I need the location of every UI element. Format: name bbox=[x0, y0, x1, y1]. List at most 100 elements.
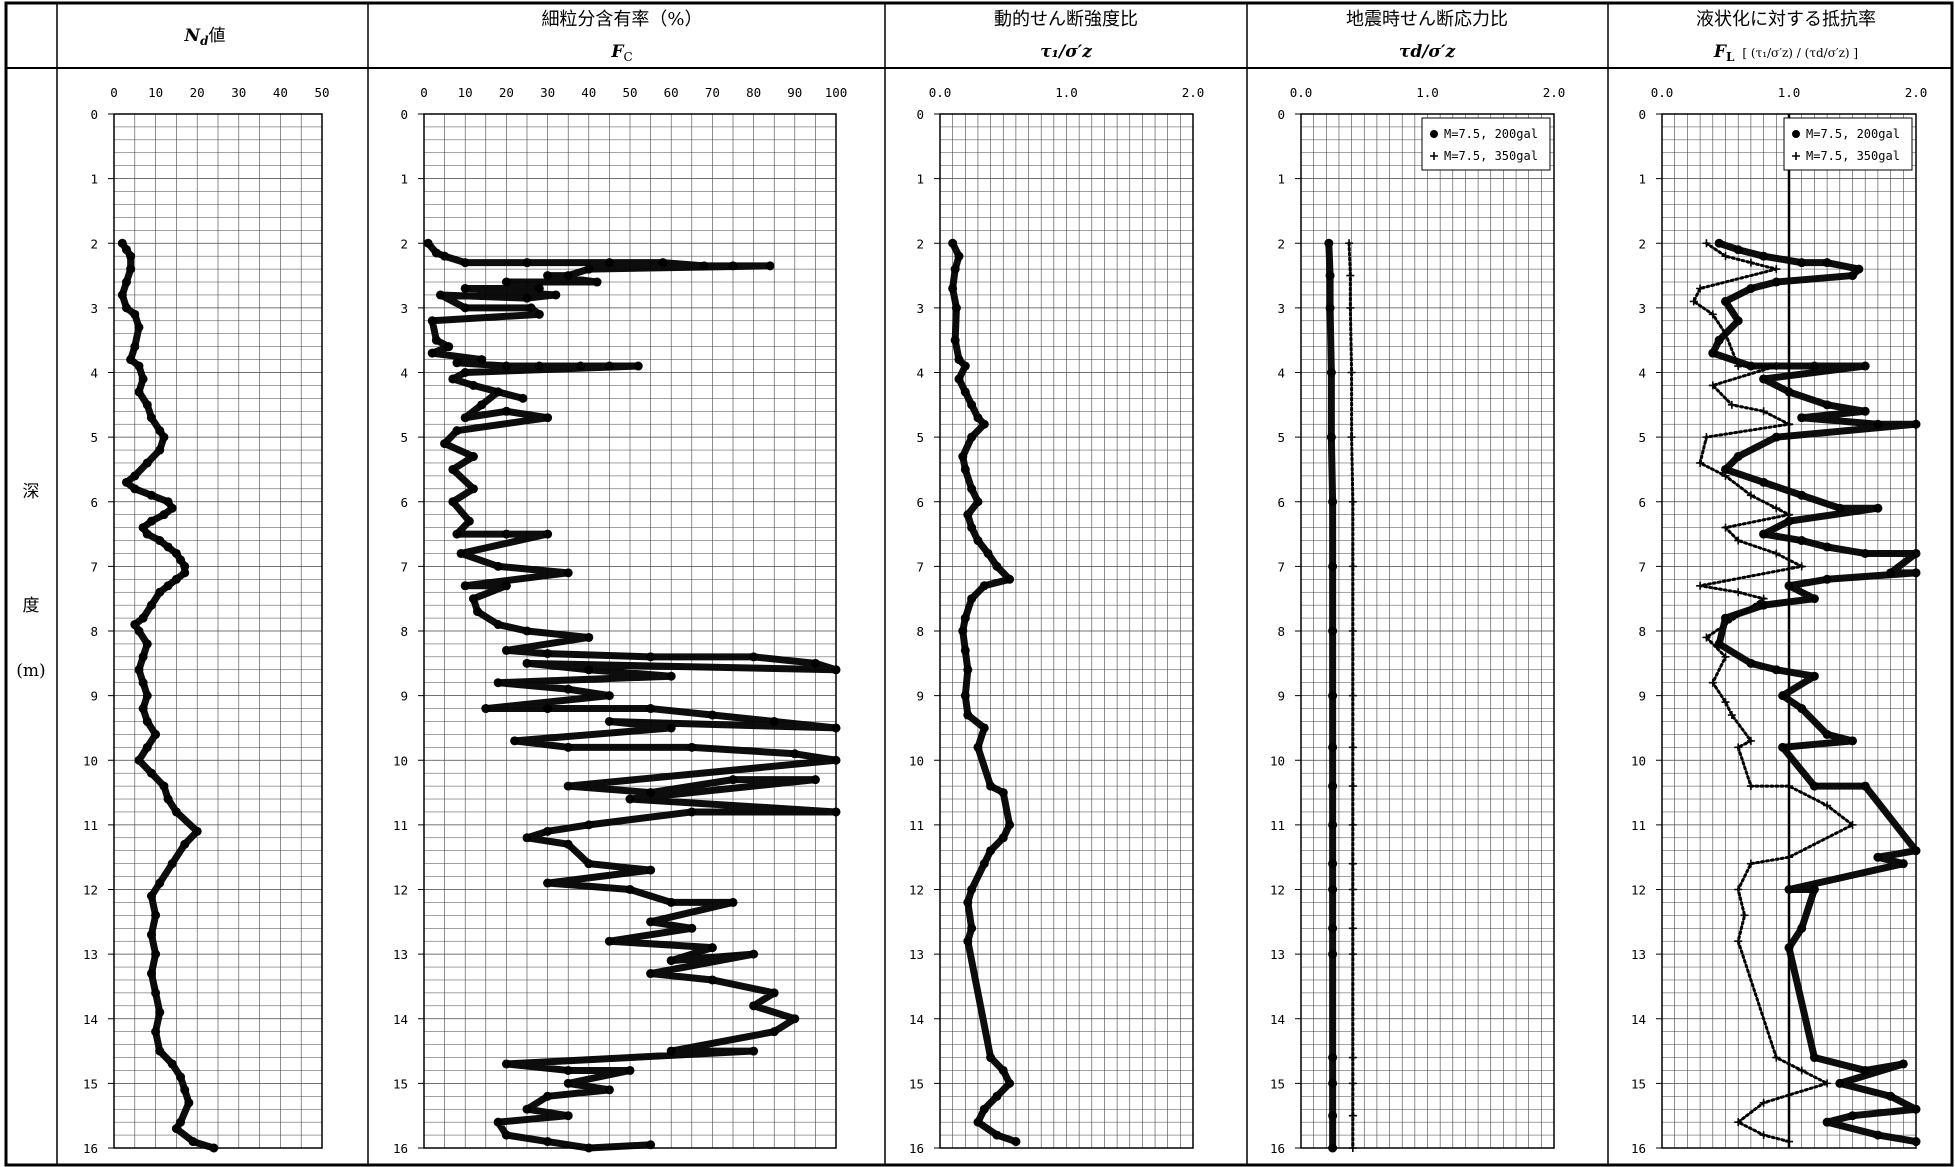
data-point bbox=[501, 529, 511, 539]
data-point bbox=[176, 1072, 186, 1082]
data-point bbox=[167, 1059, 177, 1069]
data-point bbox=[146, 490, 156, 500]
data-point bbox=[998, 833, 1008, 843]
depth-tick-label: 10 bbox=[1631, 753, 1646, 768]
depth-tick-label: 12 bbox=[83, 883, 98, 898]
data-point-plus bbox=[1348, 1079, 1357, 1088]
data-point bbox=[155, 878, 165, 888]
data-point-plus bbox=[1721, 252, 1730, 261]
data-point bbox=[518, 393, 528, 403]
data-point bbox=[707, 710, 717, 720]
data-point bbox=[646, 652, 656, 662]
data-point-plus bbox=[1785, 420, 1793, 429]
legend-box bbox=[1421, 117, 1551, 171]
header-r1-title: 動的せん断強度比 bbox=[994, 9, 1138, 30]
series-fc-0 bbox=[423, 238, 841, 1153]
data-point-plus bbox=[1696, 284, 1705, 293]
data-point-plus bbox=[1708, 381, 1717, 390]
data-point-plus bbox=[1347, 368, 1356, 377]
data-point bbox=[960, 387, 970, 397]
data-point bbox=[810, 775, 820, 785]
data-point bbox=[584, 1143, 594, 1153]
data-point bbox=[1898, 859, 1908, 869]
table-frame bbox=[4, 1, 1954, 1167]
depth-tick-label: 15 bbox=[393, 1076, 408, 1091]
data-point bbox=[666, 1046, 676, 1056]
data-point bbox=[831, 665, 841, 675]
data-point-plus bbox=[1746, 782, 1755, 791]
depth-tick-label: 3 bbox=[400, 301, 408, 316]
data-point bbox=[1822, 1117, 1832, 1127]
data-point bbox=[188, 1137, 198, 1147]
data-point-plus bbox=[1721, 523, 1730, 532]
data-point bbox=[522, 293, 532, 303]
data-point bbox=[1886, 568, 1896, 578]
data-point bbox=[155, 426, 165, 436]
data-point bbox=[1328, 1078, 1338, 1088]
data-point bbox=[151, 988, 161, 998]
data-point bbox=[1746, 658, 1756, 668]
data-point bbox=[646, 788, 656, 798]
data-point bbox=[456, 548, 466, 558]
data-point bbox=[121, 277, 131, 287]
depth-tick-label: 1 bbox=[916, 172, 924, 187]
depth-tick-label: 11 bbox=[1631, 818, 1646, 833]
data-point-plus bbox=[1708, 678, 1717, 687]
data-point bbox=[967, 432, 977, 442]
data-point bbox=[180, 839, 190, 849]
depth-tick-label: 11 bbox=[83, 818, 98, 833]
depth-tick-label: 8 bbox=[1638, 624, 1646, 639]
data-point bbox=[666, 671, 676, 681]
data-point bbox=[1325, 271, 1335, 281]
data-point bbox=[142, 639, 152, 649]
x-tick-label: 0 bbox=[110, 85, 118, 100]
x-tick-label: 20 bbox=[190, 85, 205, 100]
x-tick-label: 1.0 bbox=[1416, 85, 1439, 100]
depth-tick-label: 2 bbox=[1638, 236, 1646, 251]
data-point bbox=[666, 956, 676, 966]
data-point bbox=[1759, 529, 1769, 539]
data-point bbox=[1822, 729, 1832, 739]
data-point bbox=[543, 1137, 553, 1147]
x-tick-label: 30 bbox=[231, 85, 246, 100]
data-point bbox=[126, 251, 136, 261]
data-point bbox=[967, 885, 977, 894]
data-point-plus bbox=[1708, 310, 1717, 319]
depth-tick-label: 5 bbox=[90, 430, 98, 445]
data-point bbox=[960, 464, 970, 474]
data-point bbox=[1759, 600, 1769, 610]
data-point bbox=[134, 665, 144, 675]
data-point bbox=[121, 245, 131, 255]
data-point bbox=[1746, 283, 1756, 293]
x-tick-label: 50 bbox=[622, 85, 637, 100]
depth-tick-label: 0 bbox=[1638, 107, 1646, 122]
data-point bbox=[180, 568, 190, 578]
depth-tick-label: 13 bbox=[1631, 947, 1646, 962]
data-point bbox=[134, 755, 144, 765]
series-r1-0 bbox=[948, 238, 1021, 1147]
data-point bbox=[1328, 923, 1338, 933]
data-point bbox=[171, 548, 181, 558]
depth-tick-label: 6 bbox=[916, 495, 924, 510]
data-point bbox=[138, 678, 148, 688]
series-trace bbox=[1691, 241, 1856, 1144]
depth-tick-label: 15 bbox=[1631, 1076, 1646, 1091]
data-point bbox=[769, 988, 779, 998]
data-point bbox=[1797, 923, 1807, 933]
data-point bbox=[1011, 1137, 1021, 1147]
data-point bbox=[167, 859, 177, 869]
depth-tick-label: 10 bbox=[83, 753, 98, 768]
data-point bbox=[707, 975, 717, 985]
x-tick-label: 20 bbox=[499, 85, 514, 100]
series-rd-1 bbox=[1345, 239, 1357, 1152]
data-point bbox=[501, 361, 511, 371]
x-tick-label: 40 bbox=[581, 85, 596, 100]
depth-tick-label: 3 bbox=[916, 301, 924, 316]
data-point bbox=[493, 620, 503, 630]
data-point bbox=[142, 742, 152, 752]
data-point bbox=[493, 561, 503, 571]
data-point bbox=[1822, 400, 1832, 410]
data-point bbox=[1860, 406, 1870, 416]
data-point bbox=[510, 736, 520, 746]
